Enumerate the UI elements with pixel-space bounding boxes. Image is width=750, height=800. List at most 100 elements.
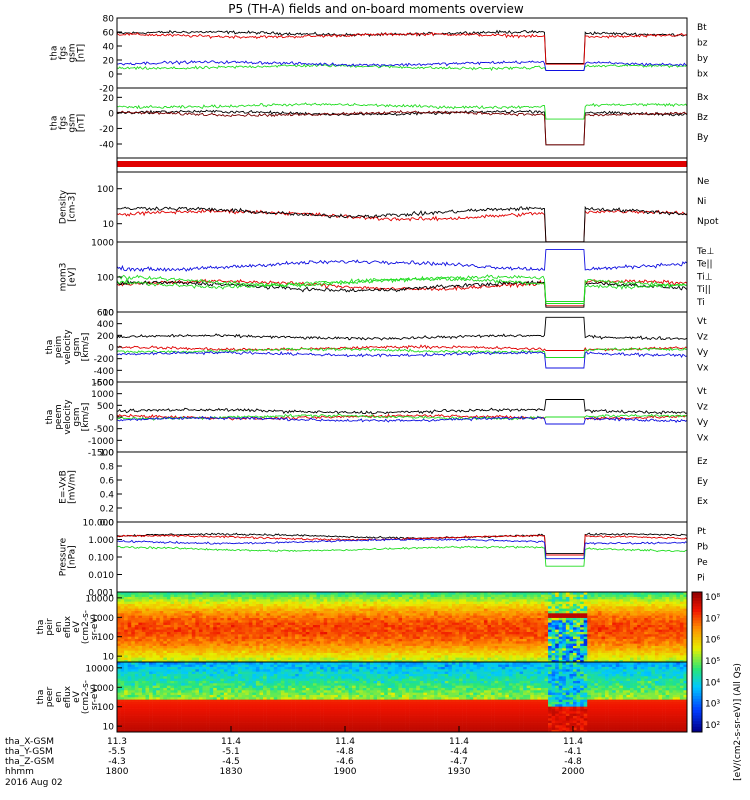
heatmap-cell xyxy=(551,638,556,642)
heatmap-cell xyxy=(270,643,275,646)
heatmap-cell xyxy=(156,648,161,651)
heatmap-cell xyxy=(273,622,278,625)
heatmap-cell xyxy=(658,631,663,635)
heatmap-cell xyxy=(163,636,168,639)
heatmap-cell xyxy=(412,624,417,628)
heatmap-cell xyxy=(644,601,649,604)
y-tick-label: -600 xyxy=(94,379,115,389)
heatmap-cell xyxy=(530,648,535,651)
heatmap-cell xyxy=(601,648,606,651)
heatmap-cell xyxy=(362,606,367,609)
heatmap-cell xyxy=(302,636,307,639)
heatmap-cell xyxy=(195,634,200,637)
heatmap-cell xyxy=(530,622,535,625)
heatmap-cell xyxy=(209,608,214,611)
heatmap-cell xyxy=(622,627,627,630)
heatmap-cell xyxy=(288,592,292,595)
heatmap-cell xyxy=(530,641,535,644)
heatmap-cell xyxy=(295,594,299,597)
heatmap-cell xyxy=(127,645,132,649)
heatmap-cell xyxy=(669,631,674,635)
heatmap-cell xyxy=(266,608,271,611)
heatmap-cell xyxy=(540,645,545,649)
heatmap-cell xyxy=(483,650,488,653)
heatmap-cell xyxy=(298,610,303,614)
heatmap-cell xyxy=(223,636,228,639)
heatmap-cell xyxy=(402,631,406,635)
heatmap-cell xyxy=(683,622,688,625)
heatmap-cell xyxy=(320,631,324,635)
heatmap-cell xyxy=(587,657,592,660)
heatmap-cell xyxy=(448,601,453,604)
heatmap-cell xyxy=(323,629,328,632)
heatmap-cell xyxy=(273,634,278,637)
heatmap-cell xyxy=(352,594,356,597)
heatmap-cell xyxy=(245,610,250,614)
heatmap-cell xyxy=(662,606,666,609)
heatmap-cell xyxy=(462,606,467,609)
heatmap-cell xyxy=(252,592,257,595)
heatmap-cell xyxy=(134,627,139,630)
heatmap-cell xyxy=(516,634,520,637)
y-tick-label: 10000 xyxy=(85,594,114,604)
heatmap-cell xyxy=(583,624,588,628)
heatmap-cell xyxy=(441,636,446,639)
heatmap-cell xyxy=(441,650,446,653)
heatmap-cell xyxy=(619,624,624,628)
heatmap-cell xyxy=(220,601,225,604)
heatmap-cell xyxy=(394,652,399,656)
heatmap-cell xyxy=(441,657,446,660)
heatmap-cell xyxy=(555,643,560,646)
heatmap-cell xyxy=(387,592,392,595)
heatmap-cell xyxy=(295,648,299,651)
heatmap-cell xyxy=(491,648,495,651)
heatmap-cell xyxy=(537,596,542,600)
heatmap-cell xyxy=(526,645,531,649)
heatmap-cell xyxy=(501,606,506,609)
heatmap-cell xyxy=(337,659,342,663)
heatmap-cell xyxy=(295,617,299,621)
heatmap-cell xyxy=(334,610,339,614)
series-Ne-line xyxy=(116,208,688,243)
heatmap-cell xyxy=(597,645,602,649)
heatmap-cell xyxy=(152,636,157,639)
heatmap-cell xyxy=(320,594,324,597)
heatmap-cell xyxy=(679,613,684,616)
heatmap-cell xyxy=(637,629,641,632)
heatmap-cell xyxy=(252,659,257,663)
heatmap-cell xyxy=(337,629,342,632)
heatmap-cell xyxy=(662,613,666,616)
heatmap-cell xyxy=(683,596,688,600)
heatmap-cell xyxy=(312,608,317,611)
heatmap-cell xyxy=(359,592,364,595)
heatmap-cell xyxy=(369,613,374,616)
heatmap-cell xyxy=(455,601,460,604)
heatmap-cell xyxy=(537,606,542,609)
heatmap-cell xyxy=(184,622,189,625)
heatmap-cell xyxy=(512,601,517,604)
heatmap-cell xyxy=(391,629,396,632)
heatmap-cell xyxy=(323,659,328,663)
heatmap-cell xyxy=(608,601,613,604)
heatmap-cell xyxy=(209,596,214,600)
heatmap-cell xyxy=(330,652,335,656)
heatmap-cell xyxy=(526,610,531,614)
heatmap-cell xyxy=(462,659,467,663)
heatmap-cell xyxy=(295,652,299,656)
heatmap-cell xyxy=(426,603,431,607)
heatmap-cell xyxy=(131,634,136,637)
series-Ti⊥-line xyxy=(116,274,688,302)
heatmap-cell xyxy=(141,620,146,623)
heatmap-cell xyxy=(533,617,538,621)
heatmap-cell xyxy=(252,622,257,625)
heatmap-cell xyxy=(434,594,438,597)
heatmap-cell xyxy=(434,610,438,614)
heatmap-cell xyxy=(277,650,282,653)
heatmap-cell xyxy=(672,634,677,637)
heatmap-cell xyxy=(330,617,335,621)
heatmap-cell xyxy=(476,634,481,637)
heatmap-cell xyxy=(366,596,371,600)
heatmap-cell xyxy=(345,659,349,663)
heatmap-cell xyxy=(241,622,246,625)
